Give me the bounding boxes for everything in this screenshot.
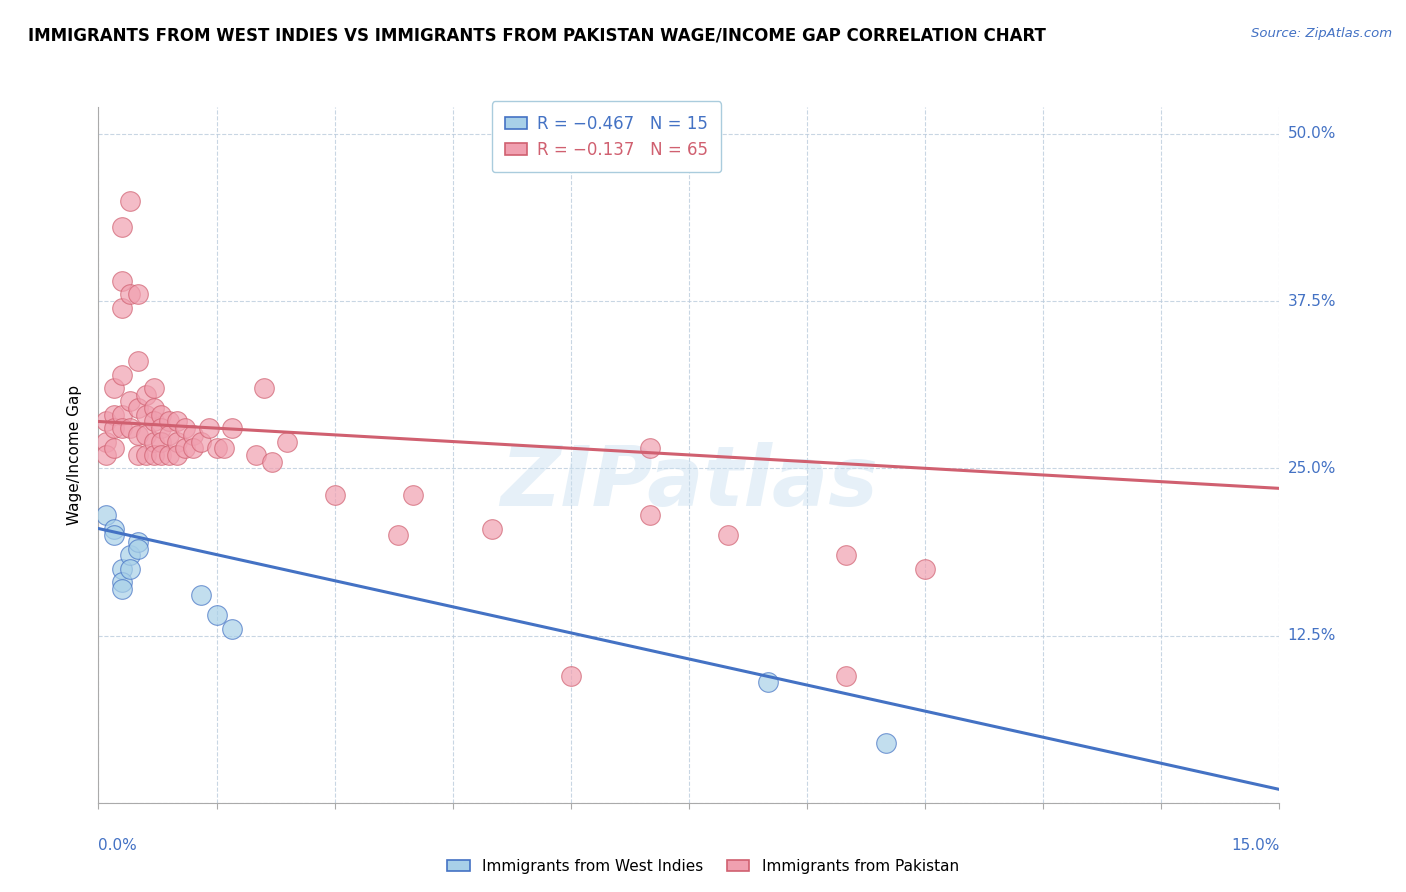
Point <box>103 528 125 542</box>
Point <box>135 428 157 442</box>
Point <box>111 368 134 382</box>
Point <box>205 608 228 623</box>
Point <box>111 220 134 235</box>
Point <box>142 401 165 416</box>
Point <box>835 669 858 683</box>
Point <box>135 408 157 422</box>
Point <box>214 442 236 456</box>
Point <box>111 274 134 288</box>
Point <box>835 548 858 563</box>
Point <box>181 442 204 456</box>
Point <box>96 508 118 523</box>
Point <box>142 381 165 395</box>
Point <box>253 381 276 395</box>
Y-axis label: Wage/Income Gap: Wage/Income Gap <box>67 384 83 525</box>
Text: 37.5%: 37.5% <box>1288 293 1336 309</box>
Point <box>276 434 298 449</box>
Point <box>197 421 219 435</box>
Point <box>166 448 188 462</box>
Point <box>560 669 582 683</box>
Point <box>190 589 212 603</box>
Point <box>157 428 180 442</box>
Point <box>166 434 188 449</box>
Point <box>875 735 897 749</box>
Point <box>96 415 118 429</box>
Point <box>111 562 134 576</box>
Point <box>111 301 134 315</box>
Text: Source: ZipAtlas.com: Source: ZipAtlas.com <box>1251 27 1392 40</box>
Point <box>118 394 141 409</box>
Legend: R = −0.467   N = 15, R = −0.137   N = 65: R = −0.467 N = 15, R = −0.137 N = 65 <box>492 102 721 172</box>
Point <box>150 448 173 462</box>
Text: 12.5%: 12.5% <box>1288 628 1336 643</box>
Point <box>221 622 243 636</box>
Point <box>127 354 149 368</box>
Point <box>135 388 157 402</box>
Point <box>118 194 141 208</box>
Point <box>717 528 740 542</box>
Point <box>118 548 141 563</box>
Point <box>127 448 149 462</box>
Point <box>174 442 197 456</box>
Point <box>157 448 180 462</box>
Text: 0.0%: 0.0% <box>98 838 138 853</box>
Text: 15.0%: 15.0% <box>1232 838 1279 853</box>
Point <box>150 408 173 422</box>
Point <box>638 508 661 523</box>
Point <box>118 562 141 576</box>
Point <box>111 421 134 435</box>
Text: ZIPatlas: ZIPatlas <box>501 442 877 524</box>
Point <box>157 415 180 429</box>
Point <box>118 421 141 435</box>
Point <box>127 541 149 556</box>
Point <box>103 381 125 395</box>
Legend: Immigrants from West Indies, Immigrants from Pakistan: Immigrants from West Indies, Immigrants … <box>441 853 965 880</box>
Text: 50.0%: 50.0% <box>1288 127 1336 141</box>
Point <box>127 401 149 416</box>
Point <box>103 442 125 456</box>
Point <box>756 675 779 690</box>
Point <box>174 421 197 435</box>
Point <box>142 448 165 462</box>
Point <box>260 455 283 469</box>
Text: 25.0%: 25.0% <box>1288 461 1336 475</box>
Point <box>221 421 243 435</box>
Point <box>481 521 503 535</box>
Point <box>142 434 165 449</box>
Point <box>638 442 661 456</box>
Point <box>111 582 134 596</box>
Point <box>323 488 346 502</box>
Point <box>181 428 204 442</box>
Point <box>245 448 267 462</box>
Point <box>118 287 141 301</box>
Point <box>111 408 134 422</box>
Point <box>142 415 165 429</box>
Text: IMMIGRANTS FROM WEST INDIES VS IMMIGRANTS FROM PAKISTAN WAGE/INCOME GAP CORRELAT: IMMIGRANTS FROM WEST INDIES VS IMMIGRANT… <box>28 27 1046 45</box>
Point <box>103 408 125 422</box>
Point <box>387 528 409 542</box>
Point <box>96 434 118 449</box>
Point <box>96 448 118 462</box>
Point <box>166 415 188 429</box>
Point <box>127 287 149 301</box>
Point <box>914 562 936 576</box>
Point <box>127 535 149 549</box>
Point <box>190 434 212 449</box>
Point <box>150 434 173 449</box>
Point <box>150 421 173 435</box>
Point <box>127 428 149 442</box>
Point <box>135 448 157 462</box>
Point <box>402 488 425 502</box>
Point <box>103 521 125 535</box>
Point <box>205 442 228 456</box>
Point <box>103 421 125 435</box>
Point <box>111 575 134 590</box>
